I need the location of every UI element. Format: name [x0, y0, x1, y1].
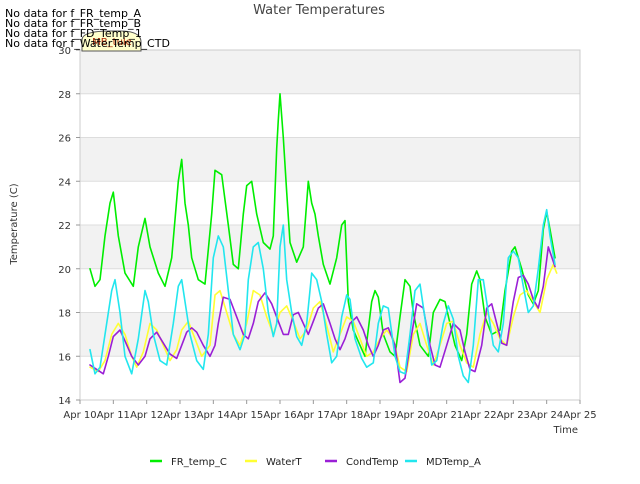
x-tick-label: Apr 11	[97, 410, 130, 421]
y-tick-label: 28	[58, 90, 71, 101]
y-tick-label: 18	[58, 309, 71, 320]
no-data-message: No data for f_FD_Temp_1	[5, 27, 142, 40]
x-tick-label: Apr 25	[563, 410, 596, 421]
x-tick-label: Apr 16	[263, 410, 296, 421]
chart-title: Water Temperatures	[253, 3, 385, 18]
x-tick-label: Apr 15	[230, 410, 263, 421]
x-tick-label: Apr 23	[497, 410, 530, 421]
y-axis-label: Temperature (C)	[9, 183, 20, 265]
tooltip-text: MB_tule	[92, 37, 132, 48]
background-band	[80, 225, 580, 269]
x-tick-label: Apr 21	[430, 410, 463, 421]
background-bands	[80, 50, 580, 357]
chart-legend: FR_temp_C WaterT CondTemp MDTemp_A	[150, 457, 481, 468]
x-tick-label: Apr 24	[530, 410, 563, 421]
x-tick-label: Apr 12	[130, 410, 163, 421]
y-tick-label: 16	[58, 352, 71, 363]
y-tick-label: 26	[58, 134, 71, 145]
series-line-condtemp	[89, 246, 556, 384]
y-tick-label: 24	[58, 177, 71, 188]
tooltip-label: MB_tule	[81, 30, 142, 52]
legend-label: FR_temp_C	[171, 457, 227, 468]
y-tick-label: 20	[58, 265, 71, 276]
x-tick-label: Apr 18	[330, 410, 363, 421]
y-tick-label: 30	[58, 46, 71, 57]
legend-label: WaterT	[266, 457, 303, 468]
background-band	[80, 50, 580, 94]
x-tick-label: Apr 13	[163, 410, 196, 421]
x-axis-ticks: Apr 10 Apr 11 Apr 12 Apr 13 Apr 14 Apr 15 Apr …	[63, 400, 597, 421]
x-tick-label: Apr 20	[397, 410, 430, 421]
x-tick-label: Apr 14	[197, 410, 230, 421]
x-tick-label: Apr 10	[63, 410, 96, 421]
x-tick-label: Apr 22	[463, 410, 496, 421]
legend-label: MDTemp_A	[426, 457, 481, 468]
series-lines	[89, 93, 558, 384]
series-line-fr-temp-c	[89, 93, 556, 362]
background-band	[80, 137, 580, 182]
series-line-mdtemp-a	[89, 208, 556, 384]
x-tick-label: Apr 19	[363, 410, 396, 421]
no-data-message: No data for f_FR_temp_A	[5, 7, 141, 20]
no-data-message: No data for f_FR_temp_B	[5, 17, 142, 30]
y-axis-ticks: 14 16 18 20 22 24 26 28 30	[58, 46, 80, 407]
x-tick-label: Apr 17	[297, 410, 330, 421]
y-tick-label: 22	[58, 221, 71, 232]
x-axis-label: Time	[553, 425, 578, 436]
no-data-message: No data for f_WaterTemp_CTD	[5, 37, 170, 50]
legend-label: CondTemp	[346, 457, 398, 468]
y-tick-label: 14	[58, 396, 71, 407]
